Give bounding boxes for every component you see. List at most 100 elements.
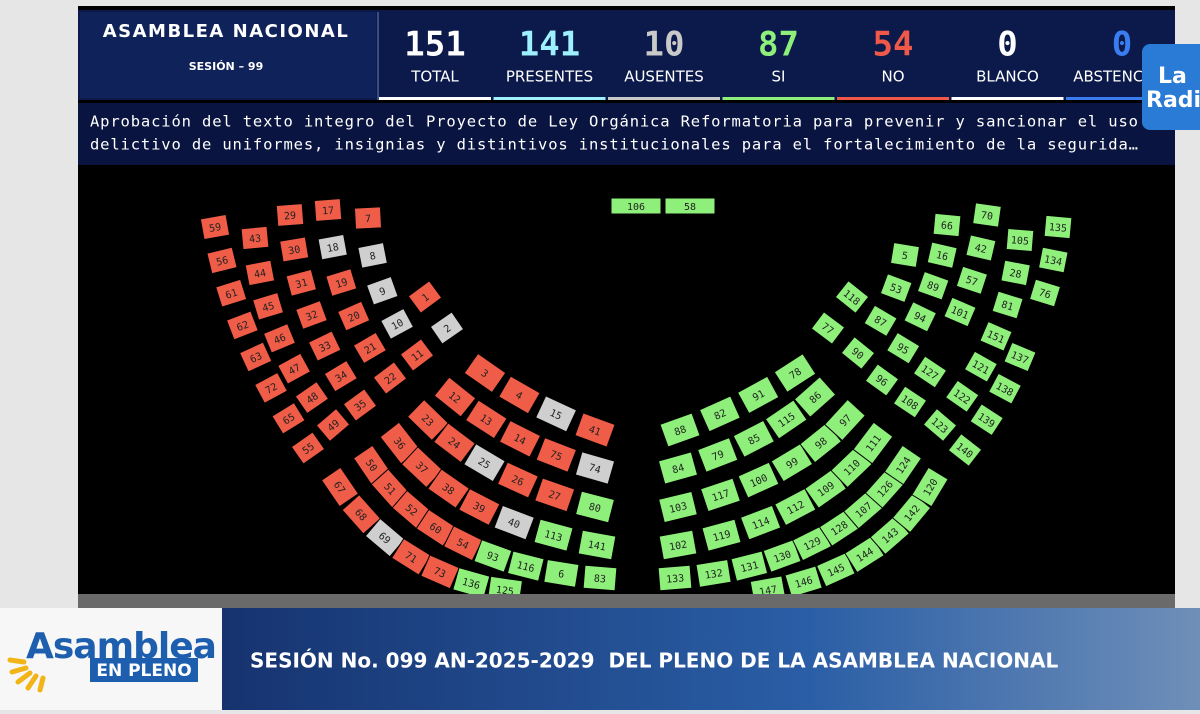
seat-box [429, 311, 465, 345]
seat: 139 [969, 403, 1005, 437]
seat-number: 27 [547, 489, 562, 503]
seat: 54 [442, 525, 484, 562]
seat-box [315, 407, 351, 443]
seat: 5 [889, 242, 921, 268]
seat-box [352, 331, 388, 365]
seat: 105 [1005, 227, 1035, 253]
seat: 151 [979, 320, 1013, 352]
seat: 68 [341, 493, 382, 535]
seat: 29 [275, 202, 305, 228]
seat: 52 [391, 489, 433, 530]
seat: 76 [1028, 278, 1062, 308]
seat-number: 42 [973, 243, 987, 256]
seat-number: 7 [365, 214, 372, 225]
seat-number: 32 [304, 309, 319, 323]
seat-box [932, 212, 962, 238]
seat-number: 72 [264, 382, 280, 397]
seat: 8 [357, 242, 388, 269]
seat-box [1000, 259, 1031, 287]
seat-box [336, 300, 371, 332]
seat-box [969, 403, 1005, 437]
seat: 134 [1037, 246, 1069, 274]
seat-box [407, 280, 443, 314]
seat: 81 [991, 290, 1024, 320]
seat-number: 87 [872, 314, 888, 330]
seat-box [784, 565, 823, 594]
seat-box [463, 443, 506, 483]
seat-number: 116 [515, 560, 535, 575]
seat-number: 18 [326, 242, 340, 255]
seat: 133 [657, 564, 693, 592]
seat-number: 28 [1008, 268, 1022, 281]
seat-number: 15 [548, 408, 564, 423]
seat-box [852, 421, 894, 465]
seat-number: 91 [751, 389, 767, 404]
seat-box [199, 213, 231, 241]
seat: 14 [498, 419, 542, 458]
seat-box [543, 558, 580, 588]
seat-box [823, 398, 867, 442]
seat-number: 103 [668, 501, 688, 516]
seat: 86 [793, 376, 837, 418]
seat-number: 78 [788, 366, 804, 382]
seat: 96 [864, 363, 900, 397]
seat-number: 136 [461, 577, 481, 592]
seat-box [943, 296, 977, 328]
seat: 145 [815, 551, 856, 588]
stat-value: 87 [758, 25, 799, 65]
seat-number: 61 [224, 288, 239, 302]
seat-box [658, 490, 698, 524]
seat: 48 [294, 380, 330, 415]
seat-number: 74 [587, 462, 602, 476]
seat: 98 [799, 421, 843, 464]
session-label: SESIÓN – 99 [189, 60, 263, 73]
seat: 115 [764, 399, 808, 440]
seat-number: 99 [785, 456, 801, 472]
seat: 13 [464, 399, 508, 440]
seat-box [889, 242, 921, 268]
seat-box [657, 564, 693, 592]
seat-number: 66 [940, 220, 953, 232]
seat-box [225, 310, 259, 341]
seat-box [506, 550, 545, 582]
stat-label: AUSENTES [624, 68, 704, 86]
seat-box [574, 451, 616, 485]
seat: 20 [336, 300, 371, 332]
seat: 39 [458, 487, 501, 527]
seat-box [987, 372, 1023, 405]
stat-value: 10 [644, 25, 685, 65]
seat-number: 5 [901, 251, 909, 263]
seat: 78 [773, 352, 817, 394]
seat: 53 [879, 273, 913, 304]
seat: 26 [496, 461, 540, 499]
seat: 102 [658, 529, 698, 561]
seat: 6 [543, 558, 580, 588]
seat-number: 2 [442, 323, 453, 335]
seat-box [815, 551, 856, 588]
seat-box [1043, 214, 1073, 240]
seat-box [736, 375, 780, 415]
seat-box [879, 273, 913, 304]
seat: 7 [353, 206, 383, 230]
logo-tag: EN PLENO [96, 661, 191, 681]
seat-map: 5956616263726555434445464748492930313233… [199, 197, 1073, 594]
seat-number: 57 [964, 275, 979, 289]
seat: 112 [774, 487, 817, 527]
seat: 24 [433, 422, 476, 464]
seat: 113 [533, 518, 574, 552]
seat: 118 [834, 279, 870, 315]
seat-box [793, 376, 837, 418]
seat-number: 105 [1010, 235, 1029, 247]
seat-box [657, 451, 699, 485]
assembly-title: ASAMBLEA NACIONAL [103, 21, 350, 42]
channel-logo-text: La [1158, 64, 1187, 89]
banner-text: SESIÓN No. 099 AN-2025-2029 DEL PLENO DE… [250, 649, 1058, 673]
seat-box [979, 320, 1013, 352]
seat-number: 4 [513, 390, 524, 403]
seat: 121 [963, 350, 999, 383]
seat: 21 [352, 331, 388, 365]
seat: 95 [885, 331, 921, 365]
seat: 130 [762, 539, 802, 573]
